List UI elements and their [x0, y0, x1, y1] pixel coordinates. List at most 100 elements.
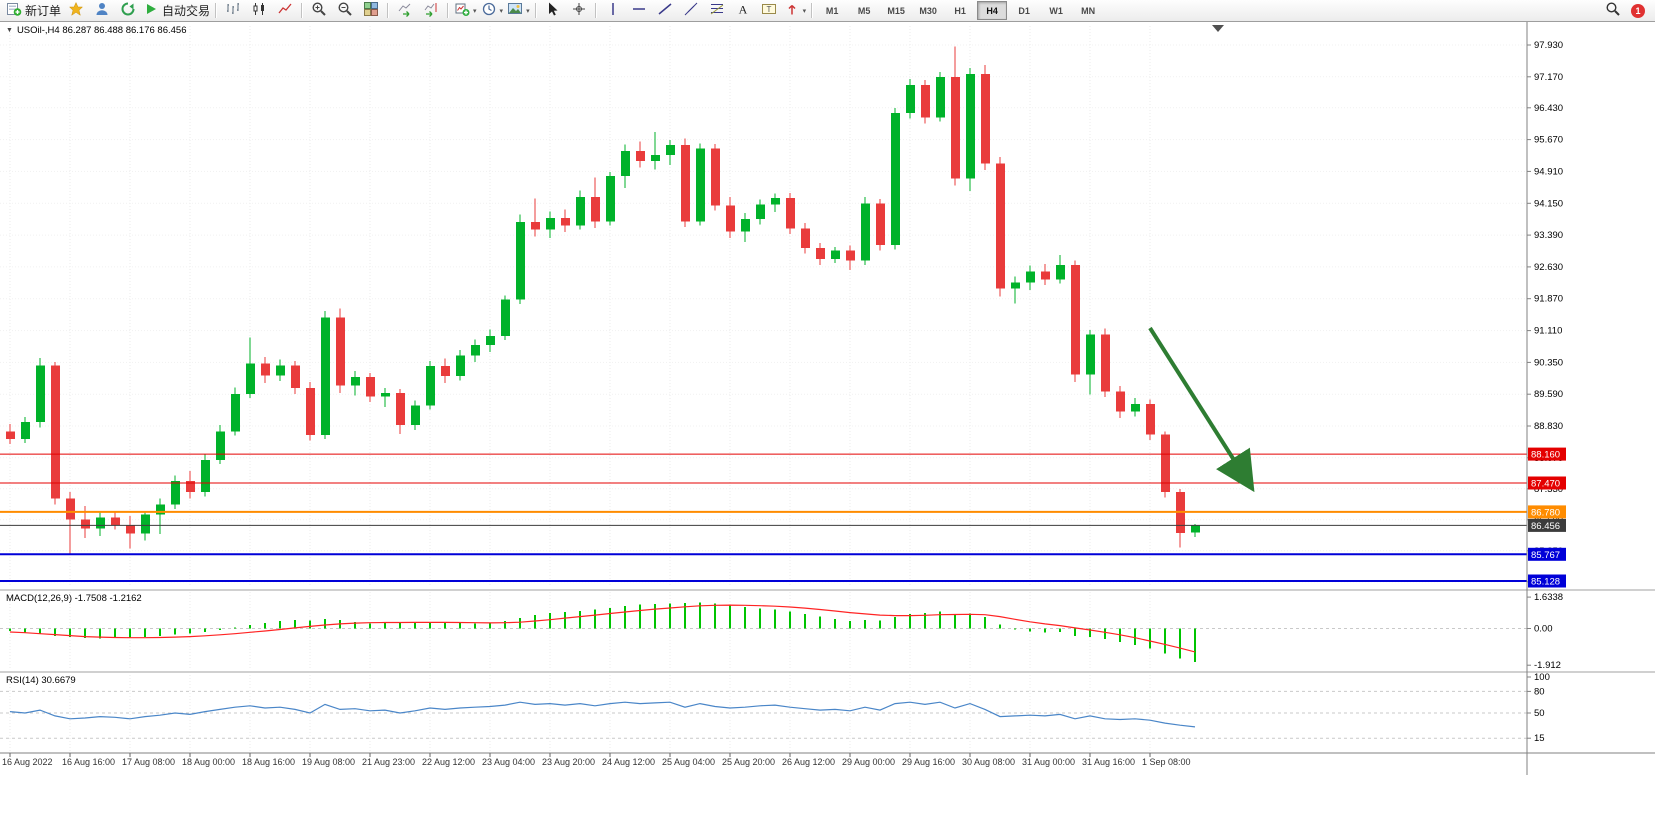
trendline-tool-icon: [657, 1, 673, 20]
candle: [816, 248, 825, 259]
dropdown-arrow-icon: ▾: [499, 7, 504, 15]
candle: [276, 365, 285, 376]
candle: [876, 203, 885, 246]
candle: [441, 366, 450, 377]
candle: [1026, 271, 1035, 283]
svg-text:97.170: 97.170: [1534, 72, 1563, 83]
svg-text:26 Aug 12:00: 26 Aug 12:00: [782, 757, 835, 767]
svg-text:15: 15: [1534, 733, 1545, 744]
line-chart-mode-button[interactable]: [272, 1, 298, 21]
dropdown-arrow-icon: ▾: [473, 7, 477, 15]
new-order-button[interactable]: 新订单: [4, 1, 63, 21]
candle: [531, 222, 540, 230]
svg-text:21 Aug 23:00: 21 Aug 23:00: [362, 757, 415, 767]
macd-indicator-label: MACD(12,26,9) -1.7508 -1.2162: [6, 593, 142, 604]
candle: [366, 377, 375, 397]
text-label-tool-icon: T: [761, 1, 777, 20]
candle: [306, 387, 315, 435]
timeframe-M30[interactable]: M30: [919, 5, 937, 16]
trend-arrow[interactable]: [1148, 326, 1255, 493]
fibonacci-tool-icon: [709, 1, 725, 20]
timeframe-D1[interactable]: D1: [1018, 5, 1030, 16]
candle: [321, 317, 330, 435]
profiles-button[interactable]: [89, 1, 115, 21]
tile-windows-button[interactable]: [358, 1, 384, 21]
chart-shift-button[interactable]: [418, 1, 444, 21]
svg-text:91.110: 91.110: [1534, 326, 1562, 337]
candle: [36, 365, 45, 423]
candle: [21, 422, 30, 439]
panel-divider[interactable]: [0, 589, 1655, 673]
candle: [981, 73, 990, 164]
periods-menu-button[interactable]: ▾: [479, 1, 506, 21]
timeframe-M1[interactable]: M1: [825, 5, 839, 16]
macd-signal-line: [9, 604, 1196, 653]
collapse-triangle-icon[interactable]: ▼: [6, 27, 13, 34]
candle: [66, 498, 75, 520]
bar-chart-mode-icon: [225, 1, 241, 20]
candle: [966, 73, 975, 179]
search-button[interactable]: [1600, 1, 1626, 21]
timeframe-MN[interactable]: MN: [1081, 5, 1096, 16]
grid: [0, 26, 1526, 751]
candle: [96, 517, 105, 529]
timeframe-H4[interactable]: H4: [977, 1, 1008, 20]
timeframe-M5[interactable]: M5: [857, 5, 871, 16]
zoom-in-button[interactable]: [306, 1, 332, 21]
toolbar-separator: [811, 3, 814, 18]
auto-trading-button[interactable]: 自动交易: [141, 1, 212, 21]
candle: [591, 197, 600, 222]
notification-badge[interactable]: 1: [1631, 3, 1645, 18]
svg-text:23 Aug 04:00: 23 Aug 04:00: [482, 757, 535, 767]
svg-text:25 Aug 20:00: 25 Aug 20:00: [722, 757, 775, 767]
timeframe-M15[interactable]: M15: [887, 5, 905, 16]
candle: [636, 150, 645, 161]
equidistant-channel-tool-button[interactable]: [678, 1, 704, 21]
text-tool-button[interactable]: A: [730, 1, 756, 21]
macd-histogram: [9, 602, 1196, 663]
crosshair-tool-button[interactable]: [566, 1, 592, 21]
favorites-button[interactable]: [63, 1, 89, 21]
trendline-tool-button[interactable]: [652, 1, 678, 21]
horizontal-line-tool-button[interactable]: [626, 1, 652, 21]
templates-menu-icon: [507, 1, 523, 20]
toolbar-right: 1: [1600, 1, 1651, 21]
templates-menu-button[interactable]: ▾: [505, 1, 532, 21]
svg-text:85.128: 85.128: [1531, 577, 1560, 588]
candle: [1041, 271, 1050, 280]
toolbar-buttons: 新订单 自动交易 ▾ ▾ ▾ A T ▾ M1 M5 M15 M30 H1 H4 D1 W1 MN: [4, 0, 1104, 21]
zoom-out-button[interactable]: [332, 1, 358, 21]
text-label-tool-button[interactable]: T: [756, 1, 782, 21]
candle: [606, 176, 615, 222]
new-order-icon: [6, 1, 22, 20]
zoom-out-icon: [337, 1, 353, 20]
candle: [471, 345, 480, 356]
candle: [486, 336, 495, 346]
candle: [1131, 403, 1140, 412]
bar-chart-mode-button[interactable]: [220, 1, 246, 21]
search-icon: [1605, 1, 1621, 20]
candle: [426, 366, 435, 406]
chart-shift-marker[interactable]: [1212, 25, 1224, 32]
new-chart-button[interactable]: ▾: [452, 1, 479, 21]
dropdown-arrow-icon: ▾: [802, 7, 807, 15]
refresh-button[interactable]: [115, 1, 141, 21]
toolbar-separator: [215, 3, 218, 18]
time-scale[interactable]: 16 Aug 2022 16 Aug 16:00 17 Aug 08:00 18 Au…: [2, 753, 1191, 767]
candle: [456, 355, 465, 377]
timeframe-W1[interactable]: W1: [1049, 5, 1063, 16]
svg-text:31 Aug 16:00: 31 Aug 16:00: [1082, 757, 1135, 767]
candle: [621, 150, 630, 177]
horizontal-line-tool-icon: [631, 1, 647, 20]
timeframe-H1[interactable]: H1: [954, 5, 966, 16]
favorites-icon: [68, 1, 84, 20]
zoom-in-icon: [311, 1, 327, 20]
arrows-tool-button[interactable]: ▾: [782, 1, 809, 21]
fibonacci-tool-button[interactable]: [704, 1, 730, 21]
vertical-line-tool-button[interactable]: [600, 1, 626, 21]
candlestick-mode-button[interactable]: [246, 1, 272, 21]
cursor-tool-button[interactable]: [540, 1, 566, 21]
auto-scroll-button[interactable]: [392, 1, 418, 21]
candle: [141, 514, 150, 534]
